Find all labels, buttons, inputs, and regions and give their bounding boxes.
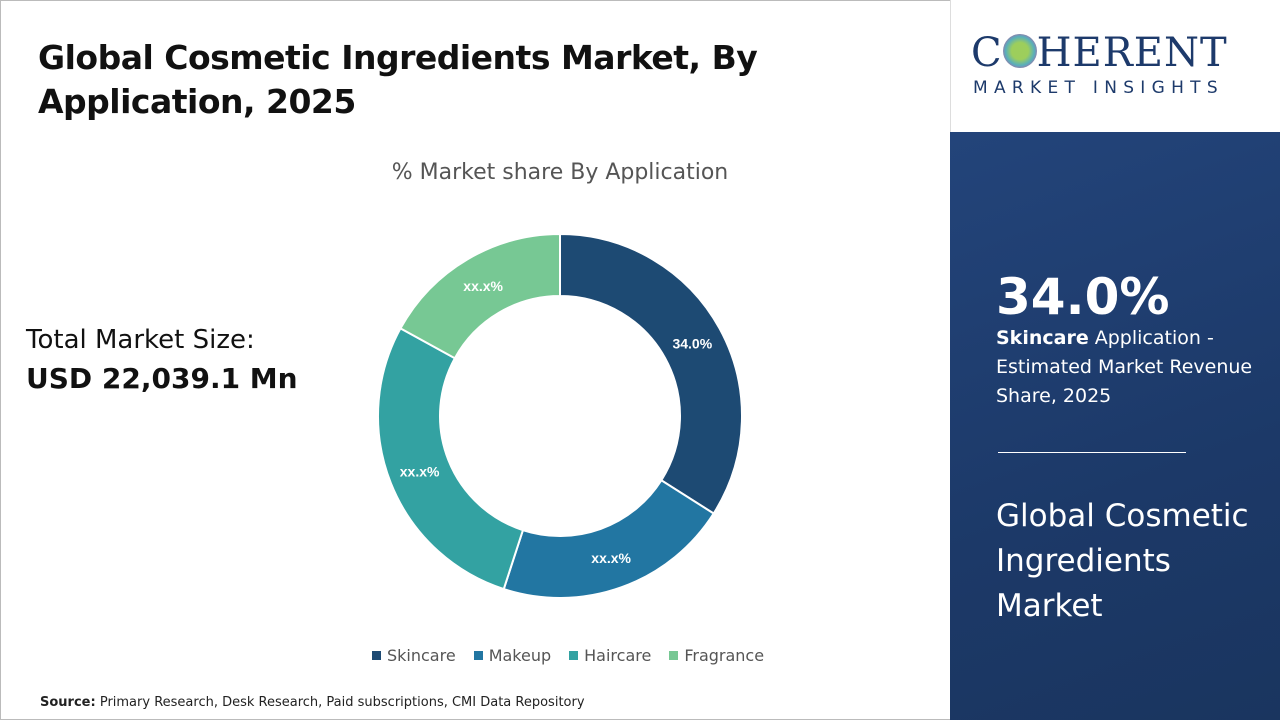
highlight-text: Application - Estimated Market Revenue S… <box>996 327 1253 407</box>
market-name: Global Cosmetic Ingredients Market <box>996 498 1249 624</box>
data-label-skincare: 34.0% <box>672 335 712 351</box>
logo-tagline: MARKET INSIGHTS <box>973 78 1224 98</box>
highlight-description: Skincare Application - Estimated Market … <box>996 324 1256 411</box>
legend-swatch <box>669 651 679 660</box>
logo: C HERENT MARKET INSIGHTS <box>950 0 1280 132</box>
slice-skincare <box>559 232 743 515</box>
slice-makeup <box>502 478 716 599</box>
legend-swatch <box>372 651 381 660</box>
legend-item-fragrance: Fragrance <box>669 646 764 665</box>
donut-chart: 34.0% xx.x% xx.x% xx.x% <box>377 232 743 599</box>
side-panel: C HERENT MARKET INSIGHTS 34.0% Skincare A… <box>950 0 1280 720</box>
data-label-fragrance: xx.x% <box>463 278 503 294</box>
total-market-value: USD 22,039.1 Mn <box>26 362 298 395</box>
legend-label: Skincare <box>387 646 456 665</box>
highlight-segment: Skincare <box>996 327 1089 349</box>
total-market-label: Total Market Size: <box>26 325 255 355</box>
slice-fragrance <box>399 232 561 360</box>
highlight-panel: 34.0% Skincare Application - Estimated M… <box>950 132 1280 720</box>
legend-item-makeup: Makeup <box>473 646 552 665</box>
source-text: Primary Research, Desk Research, Paid su… <box>99 695 585 710</box>
legend-label: Fragrance <box>684 646 765 665</box>
legend-swatch <box>569 651 579 660</box>
highlight-percent: 34.0% <box>996 268 1170 326</box>
legend-label: Haircare <box>584 646 652 665</box>
legend: Skincare Makeup Haircare Fragrance <box>372 646 764 665</box>
page-title: Global Cosmetic Ingredients Market, By A… <box>38 38 758 121</box>
legend-swatch <box>473 651 483 660</box>
legend-item-skincare: Skincare <box>372 646 456 665</box>
logo-wordmark: C HERENT <box>971 30 1228 76</box>
legend-item-haircare: Haircare <box>569 646 651 665</box>
divider <box>998 452 1186 453</box>
chart-title: % Market share By Application <box>391 160 729 185</box>
data-label-haircare: xx.x% <box>400 464 440 480</box>
slice-haircare <box>377 326 525 591</box>
data-label-makeup: xx.x% <box>591 550 631 566</box>
source-note: Source: Primary Research, Desk Research,… <box>40 695 585 710</box>
source-label: Source: <box>40 695 96 710</box>
legend-label: Makeup <box>488 646 552 665</box>
